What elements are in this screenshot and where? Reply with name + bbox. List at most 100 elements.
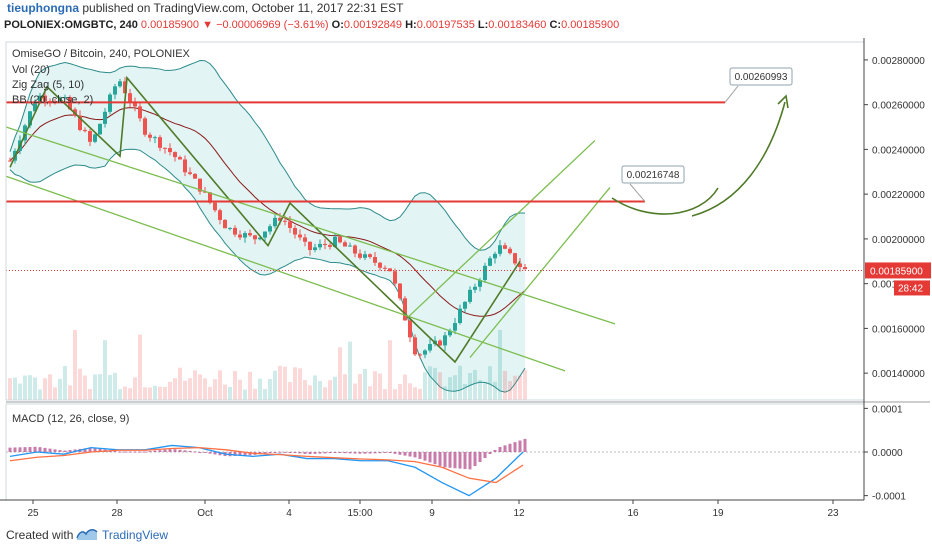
candle-body	[298, 234, 302, 238]
volume-bar	[258, 378, 262, 400]
chart-labels: 0.00185900 28:42 OmiseGO / Bitcoin, 240, P…	[12, 48, 931, 425]
macd-histogram-bar	[243, 452, 247, 456]
macd-histogram-bar	[53, 449, 57, 452]
candle-body	[113, 86, 117, 95]
candle-body	[413, 337, 417, 355]
macd-histogram-bar	[73, 449, 77, 452]
close-value: 0.00185900	[561, 19, 620, 31]
volume-bar	[223, 384, 227, 400]
macd-histogram-bar	[98, 448, 102, 452]
candle-body	[8, 160, 12, 162]
macd-histogram-bar	[88, 447, 92, 452]
indicator-legend: Zig Zag (5, 10)	[12, 79, 84, 91]
macd-histogram-bar	[338, 452, 342, 454]
macd-histogram-bar	[523, 438, 527, 452]
candle-body	[373, 256, 377, 263]
macd-histogram-bar	[13, 447, 17, 452]
macd-histogram-bar	[213, 452, 217, 455]
macd-histogram-bar	[158, 450, 162, 452]
macd-histogram-bar	[248, 452, 252, 456]
open-label: O:	[331, 19, 344, 31]
macd-histogram-bar	[233, 452, 237, 456]
high-value: 0.00197535	[416, 19, 475, 31]
projection-curve-2	[691, 101, 786, 217]
volume-bar	[433, 367, 437, 400]
volume-bar	[378, 373, 382, 400]
volume-bar	[343, 374, 347, 400]
zigzag-line	[9, 75, 521, 364]
volume-bar	[158, 386, 162, 400]
low-value: 0.00183460	[488, 19, 547, 31]
volume-bar	[8, 378, 12, 400]
candle-body	[223, 219, 227, 229]
volume-bar	[128, 388, 132, 400]
bb-upper-band	[9, 59, 526, 251]
macd-tick-label: 0.0000	[872, 448, 903, 459]
candle-body	[233, 227, 237, 235]
macd-histogram-bar	[453, 452, 457, 469]
candle-body	[218, 210, 222, 220]
volume-bar	[358, 373, 362, 400]
volume-bar	[308, 385, 312, 400]
candle-body	[188, 172, 192, 174]
volume-bar	[118, 389, 122, 400]
last-price: 0.00185900	[140, 19, 200, 31]
candle-body	[308, 241, 312, 251]
volume-bar	[318, 381, 322, 400]
macd-histogram-bar	[423, 452, 427, 461]
volume-bar	[383, 389, 387, 400]
macd-histogram-bar	[443, 452, 447, 468]
price-chart[interactable]: 0.00260993 0.00216748 0.00280000 0.0026000…	[0, 38, 932, 518]
candle-body	[518, 263, 522, 268]
macd-histogram-bar	[518, 440, 522, 452]
volume-bar	[88, 389, 92, 400]
macd-histogram-bar	[348, 452, 352, 454]
tradingview-brand[interactable]: TradingView	[102, 528, 169, 542]
macd-histogram-bar	[508, 443, 512, 452]
candle-body	[203, 191, 207, 193]
volume-bar	[168, 381, 172, 400]
macd-histogram-bar	[58, 450, 62, 452]
candle-body	[173, 152, 177, 158]
volume-bar	[163, 387, 167, 400]
time-tick-label: 28	[111, 508, 123, 518]
volume-bar	[298, 368, 302, 400]
candle-body	[118, 81, 122, 87]
candle-body	[143, 118, 147, 135]
volume-bar	[338, 347, 342, 400]
ohlc-line: POLONIEX:OMGBTC, 240 0.00185900 ▼ −0.000…	[4, 19, 619, 31]
volume-bar	[303, 380, 307, 400]
macd-histogram-bar	[433, 452, 437, 465]
volume-bar	[333, 376, 337, 400]
volume-bar	[143, 387, 147, 400]
volume-bar	[248, 371, 252, 400]
macd-histogram-bar	[273, 452, 277, 453]
time-tick-label: 19	[712, 508, 724, 518]
macd-histogram-bar	[208, 452, 212, 454]
arrow-head-icon	[777, 94, 789, 109]
volume-bar	[18, 383, 22, 400]
candle-body	[493, 253, 497, 259]
volume-bar	[448, 377, 452, 400]
created-with-text: Created with	[6, 528, 74, 542]
macd-histogram-bar	[463, 452, 467, 469]
indicator-legend: Vol (20)	[12, 64, 50, 76]
candle-body	[238, 234, 242, 238]
published-text: published on TradingView.com, October 11…	[82, 1, 404, 15]
volume-bar	[368, 386, 372, 400]
volume-bar	[293, 367, 297, 400]
candle-body	[158, 137, 162, 148]
candle-body	[168, 148, 172, 153]
projection-curve-1	[611, 187, 719, 215]
candlesticks	[8, 77, 527, 359]
macd-histogram-bar	[513, 442, 517, 452]
macd-histogram-bar	[413, 452, 417, 458]
candle-body	[288, 221, 292, 228]
candle-body	[358, 253, 362, 258]
author-link[interactable]: tieuphongna	[7, 1, 79, 15]
candle-body	[338, 236, 342, 243]
volume-bar	[238, 379, 242, 400]
volume-bar	[423, 372, 427, 400]
candle-body	[213, 202, 217, 211]
countdown-badge-text: 28:42	[898, 283, 923, 294]
